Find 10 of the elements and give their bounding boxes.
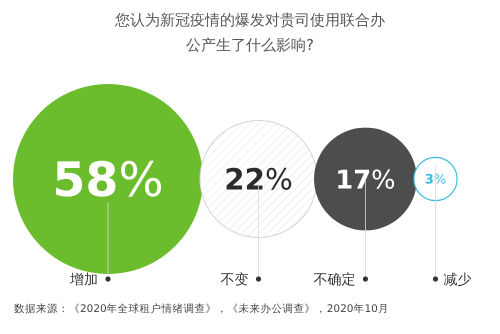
data-label: 17% — [335, 165, 396, 196]
text: 您认为新冠疫情的爆发对贵司使用联合办公产生了什么影响? — [114, 10, 386, 56]
category-label: 不确定 — [313, 272, 356, 288]
category-label: 不变 — [220, 272, 249, 288]
category-label: 增加 — [69, 272, 98, 288]
data-label: 58% — [52, 153, 164, 208]
source-note: 数据来源：《2020年全球租户情绪调查》，《未来办公调查》，2020年10月 — [14, 302, 389, 316]
data-label: 3% — [424, 172, 446, 188]
category-label: 减少 — [443, 272, 472, 288]
data-label: 22% — [224, 162, 293, 197]
